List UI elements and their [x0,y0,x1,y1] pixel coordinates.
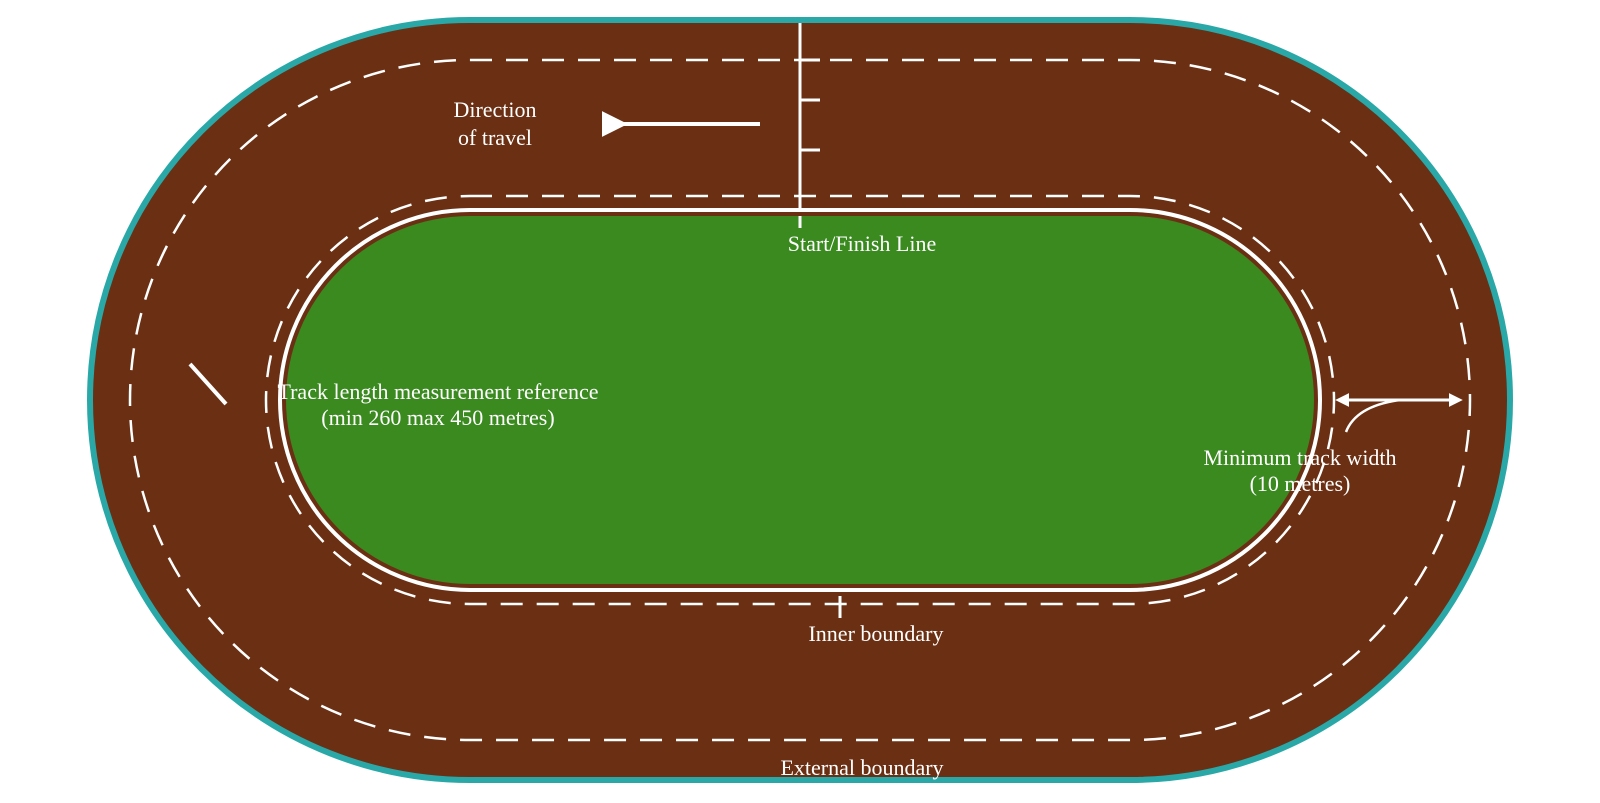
start-finish-label: Start/Finish Line [788,231,937,256]
min-width-label-2: (10 metres) [1250,471,1351,496]
track-ref-label-1: Track length measurement reference [277,379,598,404]
inner-boundary-label: Inner boundary [808,621,943,646]
track-ref-label-2: (min 260 max 450 metres) [321,405,554,430]
direction-label-1: Direction [453,97,536,122]
min-width-label-1: Minimum track width [1203,445,1396,470]
external-boundary-label: External boundary [780,755,943,780]
direction-label-2: of travel [458,125,532,150]
